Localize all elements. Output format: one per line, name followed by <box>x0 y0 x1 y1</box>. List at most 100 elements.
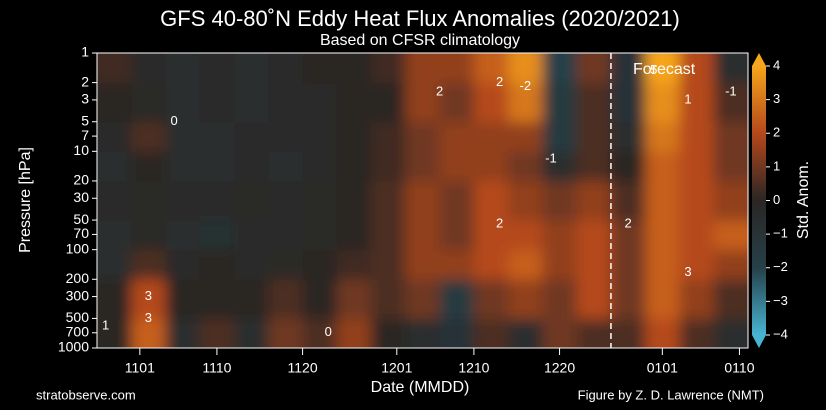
heat-cell <box>645 180 680 221</box>
y-tick-label: 2 <box>81 73 89 89</box>
heat-cell <box>542 151 578 182</box>
heat-cell <box>131 220 167 251</box>
credit-right: Figure by Z. D. Lawrence (NMT) <box>578 387 764 402</box>
heat-cell <box>97 121 132 152</box>
contour-label: -2 <box>520 78 532 93</box>
heat-cell <box>336 82 372 123</box>
contour-label: 1 <box>684 91 691 106</box>
heat-cell <box>679 53 715 84</box>
heat-cell <box>473 249 509 280</box>
heat-cell <box>405 151 441 182</box>
heat-cell <box>508 220 543 251</box>
heat-cell <box>268 180 304 221</box>
heat-cell <box>610 121 646 152</box>
colorbar-tick-label: −3 <box>773 293 788 308</box>
heat-cell <box>131 180 167 221</box>
colorbar-tick-label: 0 <box>773 192 780 207</box>
heat-cell <box>473 220 509 251</box>
heat-cell <box>439 121 475 152</box>
heat-cell <box>679 249 715 280</box>
heat-cell <box>234 121 269 152</box>
y-tick-label: 500 <box>66 309 90 325</box>
contour-label: 3 <box>684 264 691 279</box>
x-tick-label: 1101 <box>125 360 155 376</box>
annotation: Forecast <box>633 61 696 78</box>
chart-title: GFS 40-80˚N Eddy Heat Flux Anomalies (20… <box>160 6 680 31</box>
heat-cell <box>371 249 406 280</box>
heat-cell <box>371 279 406 319</box>
y-tick-label: 1 <box>81 44 89 60</box>
heat-cell <box>610 180 646 221</box>
heat-cell <box>97 180 132 221</box>
heat-cell <box>645 121 680 152</box>
heat-cell <box>97 220 132 251</box>
y-tick-label: 100 <box>66 240 90 256</box>
heat-cell <box>268 220 304 251</box>
contour-label: 2 <box>624 216 631 231</box>
heat-cell <box>610 279 646 319</box>
colorbar-tick-label: −2 <box>773 259 788 274</box>
contour-label: 0 <box>170 113 177 128</box>
heat-cell <box>576 279 612 319</box>
colorbar-tick-label: 4 <box>773 57 780 72</box>
heat-cell <box>610 249 646 280</box>
heat-cell <box>97 279 132 319</box>
heat-cell <box>97 82 132 123</box>
heat-cell <box>405 180 441 221</box>
heat-cell <box>439 279 475 319</box>
heat-cell <box>336 220 372 251</box>
heat-cell <box>199 53 235 84</box>
heat-cell <box>165 53 201 84</box>
heat-cell <box>165 151 201 182</box>
heat-cell <box>336 249 372 280</box>
heat-cell <box>302 151 338 182</box>
heat-cell <box>473 53 509 84</box>
heat-cell <box>576 121 612 152</box>
heat-cell <box>371 318 406 348</box>
heat-cell <box>508 279 543 319</box>
heat-cell <box>302 53 338 84</box>
heat-cell <box>679 82 715 123</box>
heat-cell <box>645 220 680 251</box>
heat-cell <box>508 180 543 221</box>
heat-cell <box>302 180 338 221</box>
heat-cell <box>713 53 748 84</box>
heat-cell <box>302 279 338 319</box>
heat-cell <box>542 220 578 251</box>
heat-cell <box>131 53 167 84</box>
heat-cell <box>508 249 543 280</box>
heat-cell <box>439 220 475 251</box>
heat-cell <box>473 151 509 182</box>
heat-cell <box>336 279 372 319</box>
y-tick-label: 700 <box>66 323 90 339</box>
heat-cell <box>679 220 715 251</box>
heat-cell <box>713 318 748 348</box>
heat-cell <box>645 82 680 123</box>
heat-cell <box>268 318 304 348</box>
heat-cell <box>679 121 715 152</box>
heat-cell <box>165 279 201 319</box>
heat-cell <box>234 249 269 280</box>
heat-cell <box>234 151 269 182</box>
heat-cell <box>131 249 167 280</box>
heat-cell <box>645 318 680 348</box>
contour-label: 0 <box>325 324 332 339</box>
heat-cell <box>576 151 612 182</box>
heat-cell <box>473 279 509 319</box>
colorbar-tick-label: 3 <box>773 91 780 106</box>
heat-cell <box>268 121 304 152</box>
heat-cell <box>542 53 578 84</box>
heat-cell <box>371 121 406 152</box>
heat-cell <box>576 249 612 280</box>
heat-cell <box>645 279 680 319</box>
heat-cell <box>131 121 167 152</box>
colorbar-tick-label: 1 <box>773 158 780 173</box>
heat-cell <box>679 151 715 182</box>
heat-cell <box>439 249 475 280</box>
heat-cell <box>302 249 338 280</box>
heat-cell <box>405 249 441 280</box>
heat-cell <box>610 151 646 182</box>
heat-cell <box>199 220 235 251</box>
contour-label: 3 <box>145 310 152 325</box>
